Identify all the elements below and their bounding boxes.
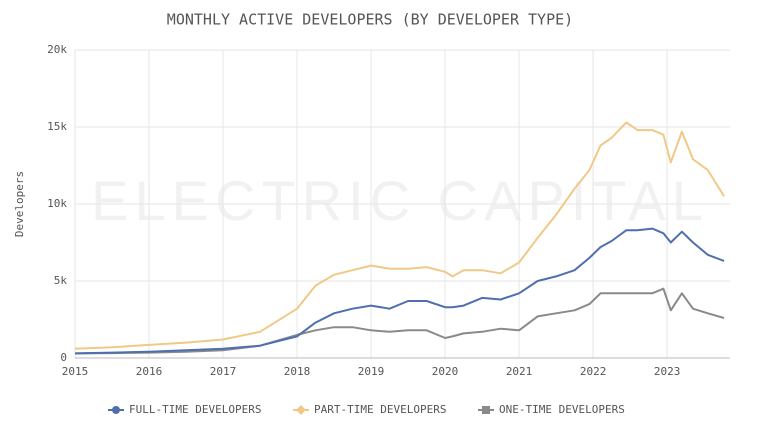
- legend-label: FULL-TIME DEVELOPERS: [129, 403, 261, 416]
- watermark: ELECTRIC CAPITAL: [91, 169, 709, 232]
- y-axis-label: Developers: [13, 171, 26, 237]
- y-tick-label: 5k: [54, 274, 68, 287]
- x-tick-label: 2021: [506, 365, 533, 378]
- x-tick-label: 2019: [358, 365, 385, 378]
- x-tick-label: 2022: [580, 365, 607, 378]
- x-tick-label: 2023: [654, 365, 681, 378]
- x-tick-label: 2020: [432, 365, 459, 378]
- x-tick-label: 2015: [62, 365, 89, 378]
- legend-label: ONE-TIME DEVELOPERS: [499, 403, 625, 416]
- y-tick-label: 15k: [47, 120, 67, 133]
- chart-title: MONTHLY ACTIVE DEVELOPERS (BY DEVELOPER …: [167, 11, 573, 29]
- legend-marker: [112, 406, 120, 414]
- y-tick-label: 0: [60, 351, 67, 364]
- data-line: [74, 227, 725, 355]
- x-tick-label: 2017: [210, 365, 237, 378]
- x-tick-label: 2016: [136, 365, 163, 378]
- legend-marker: [296, 405, 306, 415]
- x-tick-label: 2018: [284, 365, 311, 378]
- y-tick-label: 20k: [47, 43, 67, 56]
- y-tick-label: 10k: [47, 197, 67, 210]
- legend-marker: [482, 406, 490, 414]
- data-line: [74, 121, 725, 350]
- legend-label: PART-TIME DEVELOPERS: [314, 403, 446, 416]
